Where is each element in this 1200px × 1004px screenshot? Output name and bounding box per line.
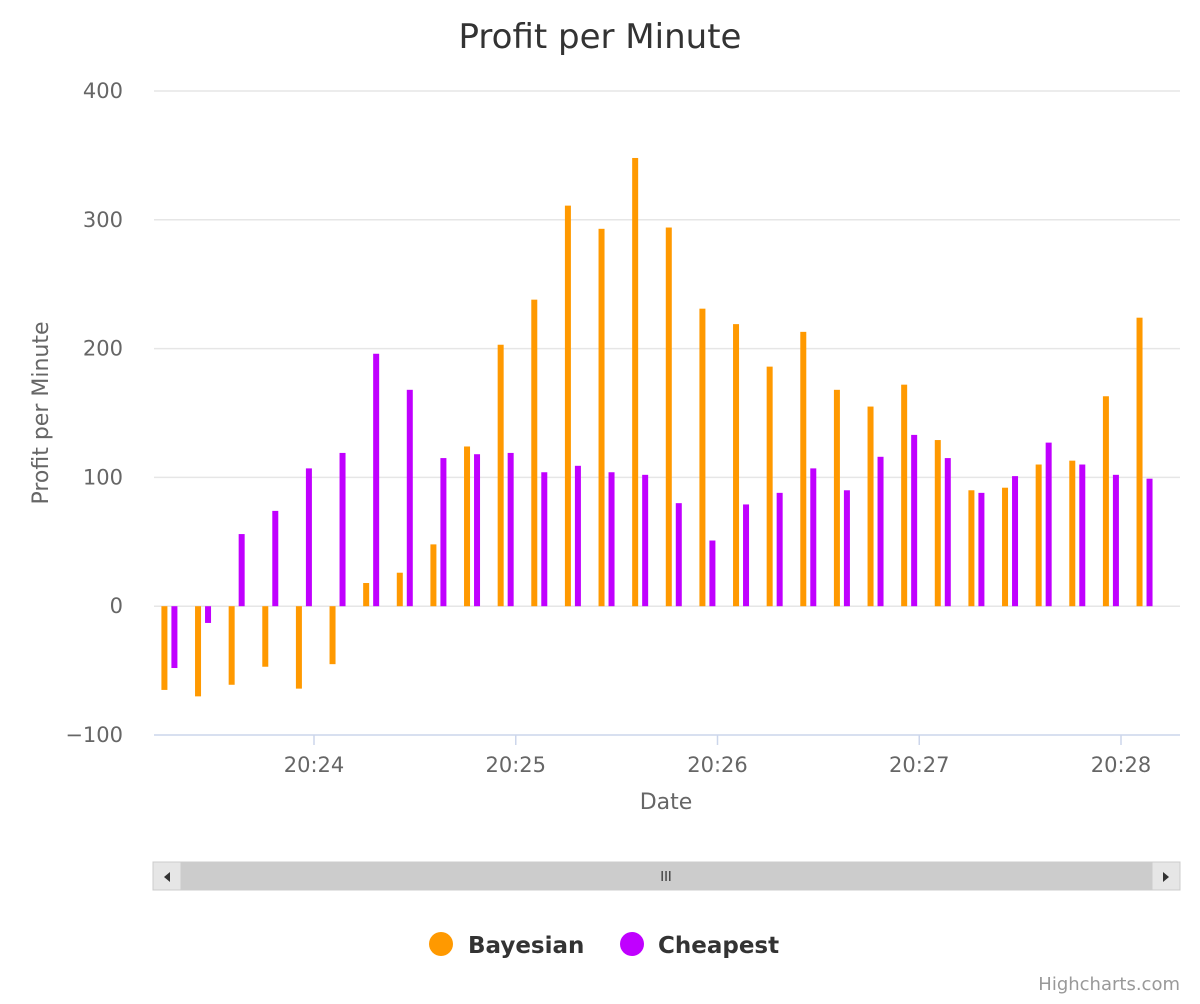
bar-cheapest xyxy=(843,490,850,607)
bar-cheapest xyxy=(709,540,716,607)
bar-cheapest xyxy=(810,468,817,607)
bar-bayesian xyxy=(396,572,403,607)
bar-bayesian xyxy=(228,606,235,685)
legend-marker-icon[interactable] xyxy=(620,932,644,956)
legend-item-bayesian[interactable]: Bayesian xyxy=(429,932,584,959)
bar-cheapest xyxy=(205,606,212,623)
scrollbar-thumb[interactable] xyxy=(180,861,1153,891)
bar-bayesian xyxy=(968,490,975,607)
y-tick-label: 100 xyxy=(83,465,123,489)
bar-bayesian xyxy=(161,606,168,690)
navigator-scrollbar[interactable]: III xyxy=(152,861,1181,891)
bar-cheapest xyxy=(171,606,178,669)
x-tick-label: 20:25 xyxy=(485,753,546,777)
bar-bayesian xyxy=(329,606,336,665)
bar-cheapest xyxy=(305,468,312,607)
legend: Bayesian Cheapest xyxy=(429,932,779,959)
bar-cheapest xyxy=(978,492,985,607)
bar-cheapest xyxy=(1079,464,1086,607)
bar-cheapest xyxy=(272,510,279,607)
y-tick-label: −100 xyxy=(65,723,123,747)
bar-cheapest xyxy=(339,452,346,607)
bar-bayesian xyxy=(295,606,302,689)
bars xyxy=(161,157,1153,697)
bar-bayesian xyxy=(1102,396,1109,607)
bar-bayesian xyxy=(632,157,639,607)
y-tick-label: 0 xyxy=(110,594,123,618)
bar-bayesian xyxy=(1002,487,1009,607)
bar-bayesian xyxy=(464,446,471,607)
bar-cheapest xyxy=(944,458,951,607)
bar-cheapest xyxy=(1112,474,1119,607)
bar-bayesian xyxy=(430,544,437,607)
bar-bayesian xyxy=(800,331,807,607)
legend-label[interactable]: Bayesian xyxy=(468,933,584,959)
bar-bayesian xyxy=(1035,464,1042,607)
bar-cheapest xyxy=(776,492,783,607)
legend-label[interactable]: Cheapest xyxy=(658,933,779,959)
bar-cheapest xyxy=(877,456,884,607)
chart-title: Profit per Minute xyxy=(459,17,742,57)
legend-item-cheapest[interactable]: Cheapest xyxy=(620,932,779,959)
x-axis-ticks: 20:24 20:25 20:26 20:27 20:28 xyxy=(284,735,1152,777)
x-tick-label: 20:27 xyxy=(889,753,950,777)
bar-bayesian xyxy=(733,324,740,607)
bar-cheapest xyxy=(1012,476,1019,607)
y-axis-label: Profit per Minute xyxy=(29,321,54,504)
bar-bayesian xyxy=(867,406,874,607)
bar-cheapest xyxy=(608,472,615,607)
bar-cheapest xyxy=(440,458,447,607)
bar-cheapest xyxy=(1045,442,1052,607)
bar-cheapest xyxy=(642,474,649,607)
bar-bayesian xyxy=(1069,460,1076,607)
bar-cheapest xyxy=(574,465,581,607)
bar-bayesian xyxy=(665,227,672,607)
bar-bayesian xyxy=(195,606,202,697)
bar-cheapest xyxy=(541,472,548,607)
x-tick-label: 20:24 xyxy=(284,753,345,777)
credits-link[interactable]: Highcharts.com xyxy=(1038,974,1180,995)
bar-bayesian xyxy=(833,389,840,607)
bar-cheapest xyxy=(507,452,514,607)
bar-cheapest xyxy=(474,454,481,607)
bar-cheapest xyxy=(675,503,682,607)
y-axis-tick-labels: −100 0 100 200 300 400 xyxy=(65,79,123,747)
bar-bayesian xyxy=(766,366,773,607)
bar-bayesian xyxy=(934,440,941,607)
bar-cheapest xyxy=(1146,478,1153,607)
y-tick-label: 400 xyxy=(83,79,123,103)
bar-bayesian xyxy=(699,308,706,607)
bar-bayesian xyxy=(901,384,908,607)
scroll-right-arrow-icon[interactable] xyxy=(1163,872,1169,882)
bar-bayesian xyxy=(531,299,538,607)
bar-cheapest xyxy=(743,504,750,607)
y-tick-label: 200 xyxy=(83,337,123,361)
bar-bayesian xyxy=(497,344,504,607)
x-tick-label: 20:28 xyxy=(1091,753,1152,777)
bar-cheapest xyxy=(238,534,245,607)
bar-bayesian xyxy=(262,606,269,667)
legend-marker-icon[interactable] xyxy=(429,932,453,956)
bar-bayesian xyxy=(598,228,605,607)
bar-bayesian xyxy=(1136,317,1143,607)
x-tick-label: 20:26 xyxy=(687,753,748,777)
scroll-left-arrow-icon[interactable] xyxy=(164,872,170,882)
x-axis-label: Date xyxy=(640,790,693,815)
bar-cheapest xyxy=(373,353,380,607)
bar-cheapest xyxy=(911,434,918,607)
bar-bayesian xyxy=(363,583,370,607)
y-tick-label: 300 xyxy=(83,208,123,232)
bar-cheapest xyxy=(406,389,413,607)
scrollbar-grip-icon[interactable]: III xyxy=(660,870,672,885)
bar-bayesian xyxy=(564,205,571,607)
